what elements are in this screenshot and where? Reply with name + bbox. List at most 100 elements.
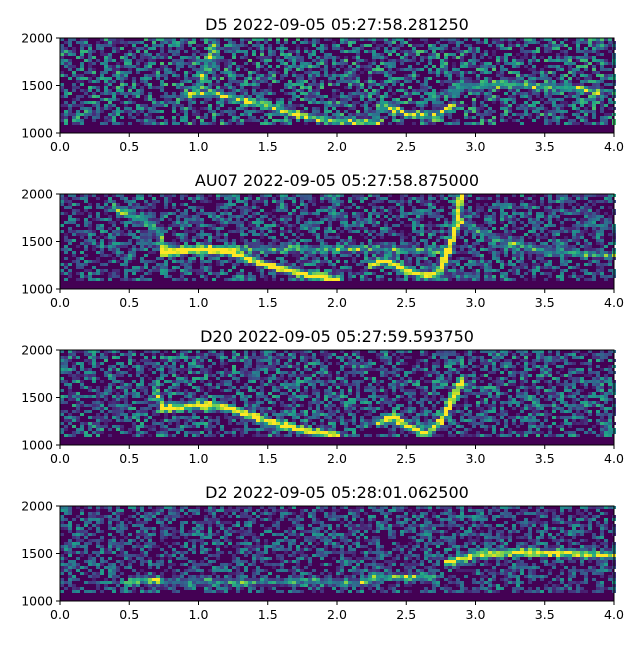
heatmap-cell — [272, 266, 276, 269]
heatmap-cell — [200, 251, 204, 254]
heatmap-cell — [76, 95, 80, 98]
heatmap-cell — [448, 254, 452, 257]
heatmap-cell — [428, 227, 432, 230]
heatmap-cell — [560, 80, 564, 83]
heatmap-cell — [576, 266, 580, 269]
heatmap-cell — [156, 71, 160, 74]
heatmap-cell — [308, 221, 312, 224]
heatmap-cell — [376, 44, 380, 47]
heatmap-cell — [248, 59, 252, 62]
heatmap-cell — [608, 83, 612, 86]
heatmap-cell — [540, 77, 544, 80]
heatmap-cell — [116, 212, 120, 215]
heatmap-cell — [440, 95, 444, 98]
heatmap-cell — [220, 221, 224, 224]
heatmap-cell — [540, 248, 544, 251]
heatmap-cell — [504, 248, 508, 251]
heatmap-cell — [200, 44, 204, 47]
heatmap-cell — [484, 212, 488, 215]
heatmap-cell — [180, 116, 184, 119]
heatmap-cell — [560, 257, 564, 260]
heatmap-cell — [252, 77, 256, 80]
heatmap-cell — [604, 83, 608, 86]
heatmap-cell — [472, 245, 476, 248]
heatmap-cell — [344, 251, 348, 254]
heatmap-cell — [244, 227, 248, 230]
heatmap-cell — [76, 266, 80, 269]
heatmap-cell — [528, 245, 532, 248]
heatmap-cell — [264, 215, 268, 218]
heatmap-cell — [116, 254, 120, 257]
heatmap-cell — [480, 266, 484, 269]
heatmap-cell — [524, 206, 528, 209]
heatmap-cell — [544, 218, 548, 221]
heatmap-cell — [536, 221, 540, 224]
heatmap-cell — [348, 266, 352, 269]
heatmap-cell — [280, 230, 284, 233]
heatmap-cell — [124, 62, 128, 65]
heatmap-cell — [376, 95, 380, 98]
heatmap-cell — [536, 254, 540, 257]
heatmap-cell — [588, 242, 592, 245]
heatmap-cell — [596, 209, 600, 212]
heatmap-cell — [460, 41, 464, 44]
heatmap-cell — [164, 260, 168, 263]
heatmap-cell — [524, 65, 528, 68]
heatmap-cell — [532, 218, 536, 221]
heatmap-cell — [60, 44, 64, 47]
heatmap-cell — [96, 212, 100, 215]
heatmap-cell — [344, 59, 348, 62]
heatmap-cell — [276, 251, 280, 254]
heatmap-cell — [160, 245, 164, 248]
heatmap-cell — [572, 95, 576, 98]
heatmap-cell — [572, 212, 576, 215]
heatmap-cell — [360, 227, 364, 230]
heatmap-cell — [420, 257, 424, 260]
heatmap-cell — [384, 110, 388, 113]
heatmap-cell — [192, 50, 196, 53]
heatmap-cell — [144, 56, 148, 59]
heatmap-cell — [128, 98, 132, 101]
heatmap-cell — [104, 41, 108, 44]
heatmap-cell — [312, 89, 316, 92]
heatmap-cell — [496, 251, 500, 254]
heatmap-cell — [312, 98, 316, 101]
heatmap-cell — [208, 95, 212, 98]
heatmap-cell — [128, 206, 132, 209]
heatmap-cell — [592, 122, 596, 125]
heatmap-cell — [416, 74, 420, 77]
heatmap-cell — [288, 50, 292, 53]
heatmap-cell — [364, 68, 368, 71]
heatmap-cell — [556, 47, 560, 50]
heatmap-cell — [256, 77, 260, 80]
heatmap-cell — [72, 65, 76, 68]
heatmap-cell — [356, 83, 360, 86]
heatmap-cell — [508, 89, 512, 92]
heatmap-cell — [176, 236, 180, 239]
heatmap-cell — [428, 71, 432, 74]
heatmap-cell — [396, 266, 400, 269]
heatmap-cell — [96, 260, 100, 263]
heatmap-cell — [208, 122, 212, 125]
heatmap-cell — [208, 53, 212, 56]
heatmap-cell — [448, 116, 452, 119]
heatmap-cell — [516, 236, 520, 239]
heatmap-cell — [376, 248, 380, 251]
heatmap-cell — [300, 227, 304, 230]
heatmap-cell — [340, 266, 344, 269]
heatmap-cell — [500, 248, 504, 251]
heatmap-cell — [564, 116, 568, 119]
heatmap-cell — [188, 245, 192, 248]
heatmap-cell — [496, 44, 500, 47]
heatmap-cell — [428, 98, 432, 101]
heatmap-cell — [504, 230, 508, 233]
heatmap-cell — [476, 65, 480, 68]
heatmap-cell — [404, 236, 408, 239]
heatmap-cell — [528, 113, 532, 116]
heatmap-cell — [192, 245, 196, 248]
heatmap-cell — [588, 260, 592, 263]
heatmap-cell — [80, 83, 84, 86]
heatmap-cell — [348, 113, 352, 116]
heatmap-cell — [472, 83, 476, 86]
heatmap-cell — [148, 269, 152, 272]
